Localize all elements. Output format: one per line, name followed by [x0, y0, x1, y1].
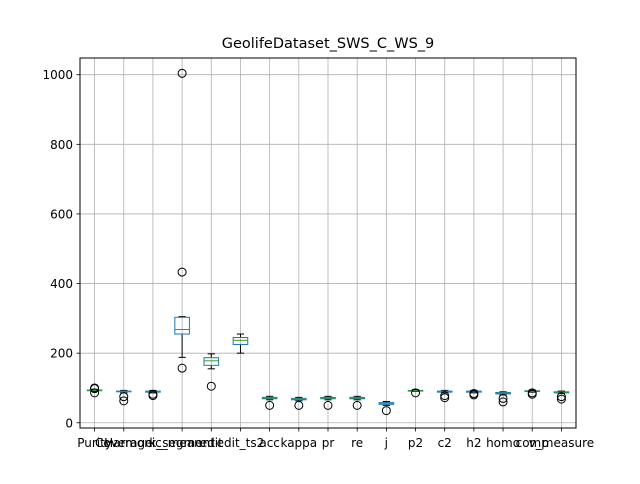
x-tick-label: edit_ts2 — [217, 436, 265, 450]
x-tick-label: edit — [200, 436, 223, 450]
box-group — [145, 389, 161, 401]
box-group — [86, 383, 103, 398]
box-group — [466, 389, 482, 400]
box-group — [436, 389, 453, 403]
x-tick-label: j — [384, 436, 388, 450]
box-group — [115, 389, 132, 406]
x-tick-label: Purity — [77, 436, 112, 450]
outlier-point — [352, 400, 362, 410]
outlier-point — [177, 68, 187, 78]
x-tick-label: comp — [516, 436, 549, 450]
chart-title: GeolifeDataset_SWS_C_WS_9 — [222, 36, 435, 52]
grid — [80, 58, 576, 428]
box-group — [291, 396, 307, 410]
outlier-point — [381, 406, 391, 416]
outlier-point — [498, 397, 508, 407]
y-tick-label: 600 — [50, 207, 73, 221]
y-tick-label: 1000 — [42, 68, 73, 82]
outlier-point — [177, 267, 187, 277]
x-tick-label: re — [351, 436, 363, 450]
box-group — [524, 388, 541, 399]
boxes — [86, 68, 570, 416]
box-group — [378, 401, 395, 416]
iqr-box — [232, 337, 249, 345]
outlier-point — [119, 392, 129, 402]
x-tick-label: k_segment — [149, 436, 215, 450]
outlier-point — [556, 392, 566, 402]
x-tick-label: homo — [486, 436, 520, 450]
y-tick-label: 200 — [50, 347, 73, 361]
x-tick-label: Coverage — [95, 436, 153, 450]
axes: 0 200 400 600 800 1000 PurityCoverageHarmonic_… — [42, 68, 594, 450]
x-tick-label: kappa — [280, 436, 317, 450]
outlier-point — [177, 363, 187, 373]
outlier-point — [206, 381, 216, 391]
box-group — [174, 68, 190, 373]
outlier-point — [323, 400, 333, 410]
y-tick-label: 800 — [50, 138, 73, 152]
box-group — [232, 333, 249, 354]
outlier-point — [90, 388, 100, 398]
outlier-point — [469, 389, 479, 399]
iqr-box — [174, 316, 190, 335]
box-group — [203, 353, 220, 391]
outlier-point — [119, 396, 129, 406]
box-group — [553, 390, 570, 404]
box-group — [261, 395, 278, 410]
x-tick-label: h2 — [466, 436, 481, 450]
x-tick-label: pr — [322, 436, 335, 450]
x-tick-label: c2 — [438, 436, 452, 450]
x-tick-label: v_measure — [529, 436, 594, 450]
y-tick-label: 0 — [65, 416, 73, 430]
y-tick-label: 400 — [50, 277, 73, 291]
outlier-point — [556, 394, 566, 404]
box-group — [320, 395, 336, 410]
x-tick-label: Harmonic_mean — [104, 436, 202, 450]
outlier-point — [498, 393, 508, 403]
outlier-point — [90, 383, 100, 393]
outlier-point — [440, 393, 450, 403]
box-group — [495, 391, 511, 407]
outlier-point — [440, 391, 450, 401]
outlier-point — [265, 400, 275, 410]
outlier-point — [148, 389, 158, 399]
outlier-point — [294, 400, 304, 410]
box-group — [349, 395, 365, 410]
iqr-box — [203, 357, 220, 366]
outlier-point — [527, 388, 537, 398]
outlier-point — [411, 388, 421, 398]
x-tick-label: acc — [259, 436, 280, 450]
x-tick-label: p2 — [408, 436, 423, 450]
box-group — [407, 388, 424, 398]
